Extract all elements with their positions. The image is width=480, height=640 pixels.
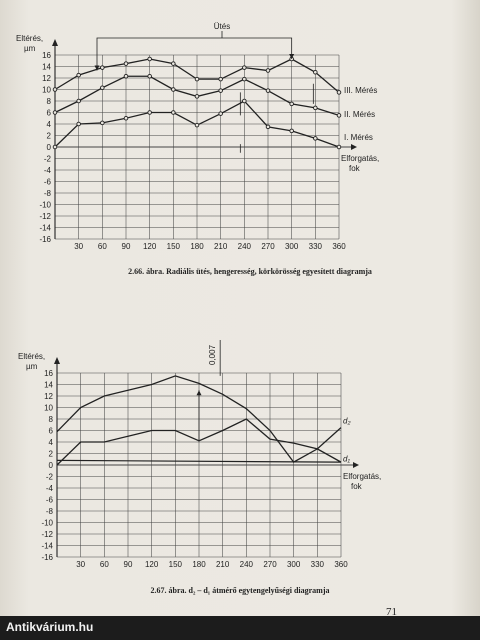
data-point: [218, 111, 223, 116]
figure-caption-2-67: 2.67. ábra. d₂ – d₁ átmérő egytengelyűsé…: [150, 586, 330, 595]
data-point: [265, 88, 271, 93]
data-point: [76, 98, 81, 104]
y-tick-label: 0: [47, 143, 52, 152]
y-tick-label: -16: [39, 235, 51, 244]
y-tick-label: -4: [44, 166, 52, 175]
y-tick-label: -12: [39, 212, 51, 221]
y-tick-label: 2: [47, 132, 52, 141]
data-point: [52, 144, 58, 150]
watermark-text: Antikvárium.hu: [6, 620, 94, 634]
y-axis-arrow: [52, 39, 58, 46]
plot-area: 16 14 12 10 8 6 4 2 0 -2 -4 -6 -8 -10 -12 -14 -16 30 60 90 1…: [16, 22, 379, 251]
annotation-label: Ütés: [214, 22, 230, 31]
x-tick-label: 330: [309, 242, 323, 251]
data-point: [123, 61, 129, 66]
data-point: [171, 87, 176, 92]
x-tick-label: 30: [74, 242, 83, 251]
data-point: [194, 94, 200, 99]
data-point: [147, 56, 152, 62]
series-label: III. Mérés: [344, 86, 377, 95]
y-tick-label: 12: [42, 74, 51, 83]
x-tick-label: 360: [332, 242, 346, 251]
series-label: I. Mérés: [344, 133, 373, 142]
data-point: [242, 76, 247, 82]
x-tick-label: 270: [261, 242, 275, 251]
y-tick-label: -8: [44, 189, 52, 198]
y-tick-label: 14: [42, 63, 51, 72]
data-point: [265, 68, 271, 73]
data-point: [194, 122, 200, 128]
data-point: [242, 98, 247, 104]
data-point: [171, 61, 176, 66]
y-tick-label: -6: [44, 178, 52, 187]
data-point: [336, 113, 342, 118]
data-point: [242, 65, 247, 70]
data-point: [194, 76, 200, 82]
annotation-bracket: [96, 37, 293, 71]
x-tick-label: 90: [122, 242, 131, 251]
y-tick-label: 6: [47, 109, 52, 118]
data-point: [171, 110, 176, 115]
data-point: [218, 76, 223, 82]
y-tick-label: -14: [39, 224, 51, 233]
data-point: [52, 110, 58, 115]
data-point: [123, 115, 129, 121]
x-tick-label: 180: [190, 242, 204, 251]
series-label: II. Mérés: [344, 110, 375, 119]
data-point: [76, 72, 81, 78]
data-point: [147, 74, 152, 79]
data-point: [123, 74, 129, 79]
data-point: [336, 144, 342, 150]
x-tick-label: 60: [98, 242, 107, 251]
x-axis-arrow: [351, 144, 357, 150]
x-tick-label: 120: [143, 242, 157, 251]
x-tick-label: 300: [285, 242, 299, 251]
annotation-arrow: [94, 65, 100, 71]
data-point: [289, 128, 294, 134]
page-number: 71: [386, 606, 397, 618]
y-tick-label: 8: [47, 97, 52, 106]
y-tick-label: 16: [42, 51, 51, 60]
y-tick-label: 4: [47, 120, 52, 129]
data-point: [313, 105, 318, 111]
x-tick-label: 240: [238, 242, 252, 251]
data-point: [100, 120, 105, 126]
annotation-arrow: [289, 54, 295, 60]
data-point: [265, 124, 271, 130]
figure-caption-2-66: 2.66. ábra. Radiális ütés, hengeresség, …: [128, 267, 372, 276]
data-point: [147, 110, 152, 115]
data-point: [289, 101, 294, 107]
x-tick-label: 150: [167, 242, 181, 251]
watermark-bar: Antikvárium.hu: [0, 616, 480, 640]
y-axis-title: Eltérés,: [16, 34, 43, 43]
x-tick-label: 210: [214, 242, 228, 251]
data-point: [100, 85, 105, 91]
data-point: [313, 136, 318, 141]
data-point: [52, 87, 58, 92]
y-tick-label: 10: [42, 86, 51, 95]
x-axis-unit: fok: [349, 164, 361, 173]
y-tick-label: -2: [44, 155, 52, 164]
data-point: [313, 69, 318, 75]
data-point: [100, 65, 105, 70]
data-point: [336, 90, 342, 95]
data-point: [218, 88, 223, 93]
y-tick-label: -10: [39, 201, 51, 210]
x-axis-title: Elforgatás,: [341, 154, 379, 163]
data-point: [76, 121, 81, 127]
y-axis-unit: µm: [24, 44, 36, 53]
